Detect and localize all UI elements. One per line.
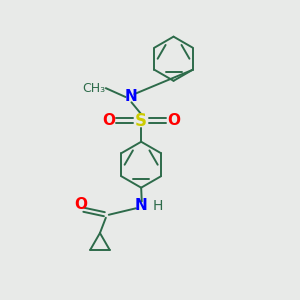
Text: N: N (135, 198, 148, 213)
Text: CH₃: CH₃ (82, 82, 106, 95)
Text: O: O (102, 113, 115, 128)
Text: N: N (124, 89, 137, 104)
Text: O: O (74, 197, 87, 212)
Text: O: O (167, 113, 180, 128)
Text: S: S (135, 112, 147, 130)
Text: H: H (152, 199, 163, 213)
